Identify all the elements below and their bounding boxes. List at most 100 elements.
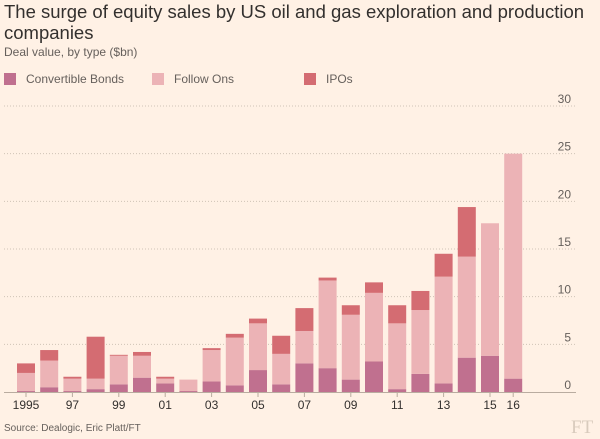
y-tick-label: 0 bbox=[564, 378, 571, 392]
bars bbox=[17, 153, 523, 392]
bar-convertible-bonds-2016 bbox=[504, 378, 523, 392]
bar-ipos-2007 bbox=[295, 308, 314, 331]
bar-follow-ons-2011 bbox=[388, 323, 407, 390]
y-tick-label: 5 bbox=[564, 330, 571, 344]
bar-convertible-bonds-2008 bbox=[318, 368, 337, 392]
bar-convertible-bonds-2013 bbox=[434, 383, 453, 392]
x-tick-label: 07 bbox=[298, 398, 312, 412]
legend-swatch-convertible-bonds bbox=[4, 73, 16, 85]
y-tick-label: 10 bbox=[558, 283, 572, 297]
bar-ipos-2012 bbox=[411, 290, 430, 311]
bar-follow-ons-2006 bbox=[272, 353, 291, 385]
x-tick-label: 11 bbox=[391, 398, 404, 412]
bar-ipos-1998 bbox=[86, 336, 105, 379]
bar-ipos-2013 bbox=[434, 253, 453, 277]
bar-convertible-bonds-2012 bbox=[411, 373, 430, 392]
bar-convertible-bonds-2014 bbox=[457, 357, 476, 392]
bar-convertible-bonds-2005 bbox=[249, 370, 267, 392]
x-tick-label: 16 bbox=[507, 398, 521, 412]
bar-follow-ons-2016 bbox=[504, 153, 523, 379]
bar-follow-ons-2002 bbox=[179, 379, 198, 392]
x-tick-label: 97 bbox=[66, 398, 80, 412]
bar-convertible-bonds-1998 bbox=[86, 389, 105, 392]
bar-convertible-bonds-2006 bbox=[272, 384, 291, 392]
bar-convertible-bonds-1996 bbox=[40, 387, 59, 392]
bar-ipos-2014 bbox=[457, 207, 476, 257]
bar-ipos-2000 bbox=[133, 351, 151, 356]
x-tick-label: 99 bbox=[112, 398, 126, 412]
bar-ipos-2001 bbox=[156, 376, 175, 379]
x-tick-label: 01 bbox=[159, 398, 173, 412]
chart-title: The surge of equity sales by US oil and … bbox=[4, 1, 585, 43]
bar-follow-ons-2014 bbox=[457, 256, 476, 358]
x-tick-label: 05 bbox=[251, 398, 265, 412]
bar-follow-ons-1998 bbox=[86, 378, 105, 390]
bar-follow-ons-2007 bbox=[295, 330, 314, 364]
x-tick-label: 09 bbox=[344, 398, 358, 412]
bar-convertible-bonds-1997 bbox=[63, 391, 82, 392]
bar-ipos-1995 bbox=[17, 363, 35, 373]
bar-follow-ons-2003 bbox=[202, 350, 221, 382]
bar-follow-ons-2009 bbox=[341, 314, 360, 380]
bar-convertible-bonds-2001 bbox=[156, 383, 175, 392]
x-axis-ticks: 1995 97 99 01 03 05 07 09 11 13 15 16 bbox=[13, 392, 521, 412]
bar-ipos-2010 bbox=[365, 282, 383, 293]
legend-item-ipos: IPOs bbox=[304, 72, 353, 86]
y-tick-label: 30 bbox=[558, 92, 572, 106]
bar-convertible-bonds-2007 bbox=[295, 363, 314, 392]
bar-follow-ons-2000 bbox=[133, 355, 151, 378]
bar-ipos-2011 bbox=[388, 305, 407, 324]
bar-ipos-1999 bbox=[109, 354, 128, 356]
source-note: Source: Dealogic, Eric Platt/FT bbox=[4, 423, 141, 434]
bar-follow-ons-2005 bbox=[249, 323, 267, 371]
x-tick-label: 1995 bbox=[13, 398, 40, 412]
bar-convertible-bonds-2009 bbox=[341, 379, 360, 392]
bar-follow-ons-2010 bbox=[365, 292, 383, 362]
bar-follow-ons-1997 bbox=[63, 378, 82, 392]
y-tick-label: 25 bbox=[558, 140, 572, 154]
bar-convertible-bonds-2015 bbox=[481, 355, 499, 392]
legend-swatch-follow-ons bbox=[152, 73, 164, 85]
bar-follow-ons-1999 bbox=[109, 355, 128, 385]
bar-ipos-2005 bbox=[249, 318, 267, 324]
bar-convertible-bonds-2000 bbox=[133, 377, 151, 392]
bar-ipos-2006 bbox=[272, 335, 291, 354]
bar-follow-ons-2013 bbox=[434, 276, 453, 384]
bar-convertible-bonds-2002 bbox=[179, 391, 198, 392]
bar-ipos-2008 bbox=[318, 277, 337, 281]
legend-item-convertible-bonds: Convertible Bonds bbox=[4, 72, 124, 86]
bar-convertible-bonds-1995 bbox=[17, 391, 35, 392]
bar-convertible-bonds-1999 bbox=[109, 384, 128, 392]
legend-item-follow-ons: Follow Ons bbox=[152, 72, 234, 86]
legend-label-ipos: IPOs bbox=[326, 72, 353, 86]
bar-ipos-2003 bbox=[202, 348, 221, 351]
x-tick-label: 13 bbox=[437, 398, 451, 412]
bar-convertible-bonds-2003 bbox=[202, 381, 221, 392]
bar-ipos-2009 bbox=[341, 305, 360, 315]
legend-label-convertible-bonds: Convertible Bonds bbox=[26, 72, 125, 86]
bar-follow-ons-2004 bbox=[225, 337, 244, 386]
chart-subtitle: Deal value, by type ($bn) bbox=[4, 45, 138, 59]
y-axis-ticks: 0 5 10 15 20 25 30 bbox=[558, 92, 572, 392]
legend: Convertible Bonds Follow Ons IPOs bbox=[0, 72, 600, 88]
bar-follow-ons-2008 bbox=[318, 280, 337, 369]
y-tick-label: 20 bbox=[558, 187, 572, 201]
bar-follow-ons-1996 bbox=[40, 360, 59, 388]
legend-swatch-ipos bbox=[304, 73, 316, 85]
bar-ipos-1997 bbox=[63, 376, 82, 379]
bar-convertible-bonds-2004 bbox=[225, 385, 244, 392]
bar-follow-ons-1995 bbox=[17, 372, 35, 392]
bar-convertible-bonds-2010 bbox=[365, 361, 383, 392]
legend-label-follow-ons: Follow Ons bbox=[174, 72, 235, 86]
x-tick-label: 15 bbox=[483, 398, 497, 412]
bar-ipos-1996 bbox=[40, 350, 59, 361]
bar-convertible-bonds-2011 bbox=[388, 389, 407, 392]
bar-follow-ons-2015 bbox=[481, 223, 499, 356]
bar-ipos-2004 bbox=[225, 333, 244, 338]
x-tick-label: 03 bbox=[205, 398, 219, 412]
ft-logo: FT bbox=[571, 417, 594, 438]
bar-follow-ons-2001 bbox=[156, 378, 175, 384]
bar-follow-ons-2012 bbox=[411, 310, 430, 374]
y-tick-label: 15 bbox=[558, 235, 572, 249]
